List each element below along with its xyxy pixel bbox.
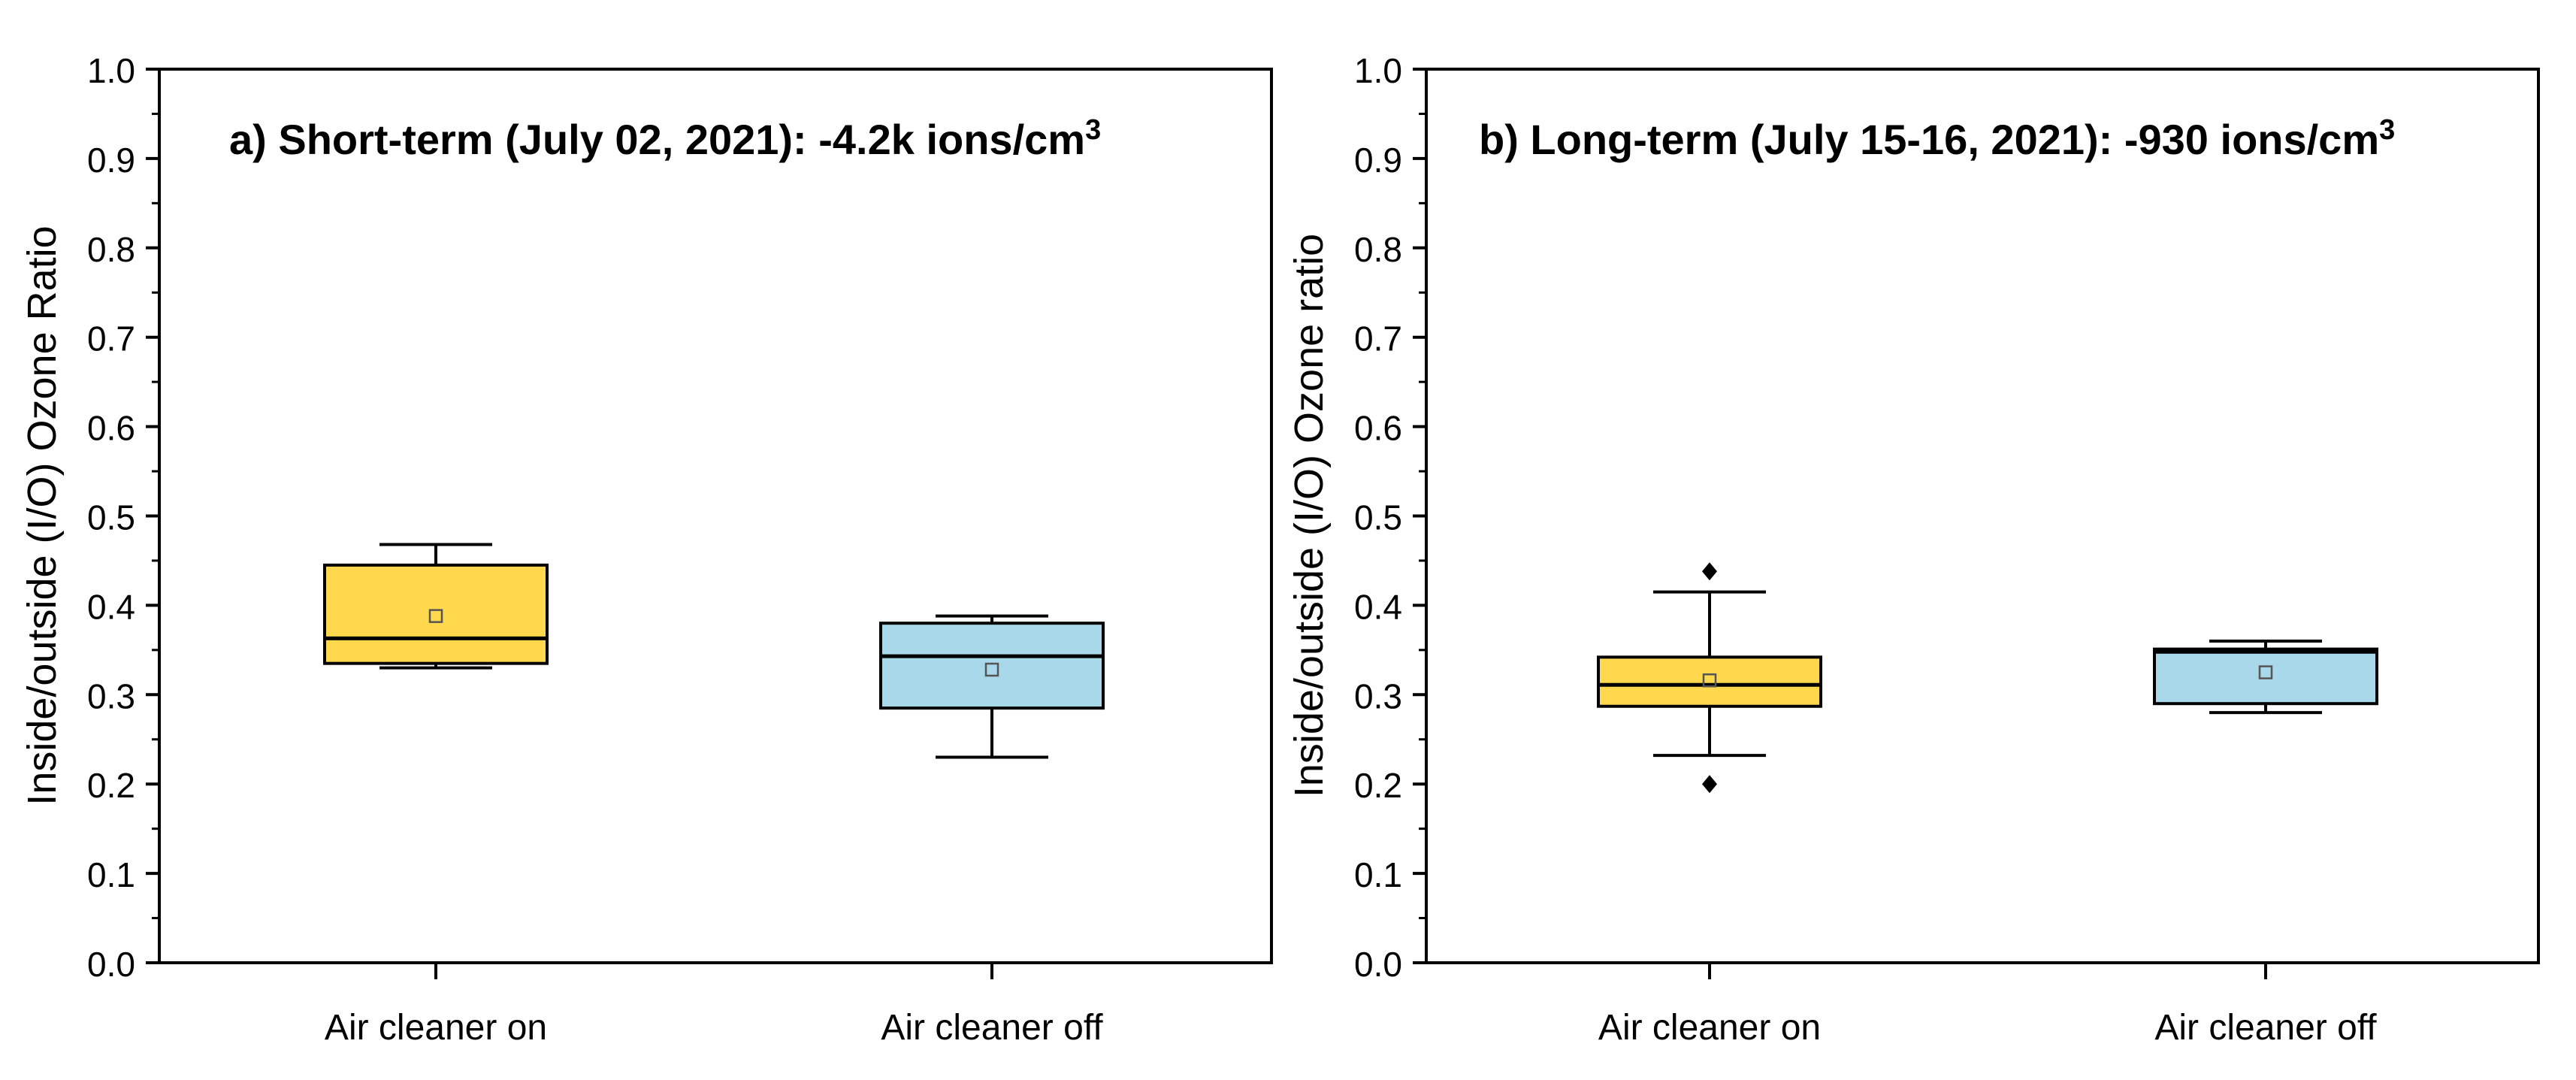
x-axis: Air cleaner on Air cleaner off xyxy=(325,963,1103,1048)
outlier-point xyxy=(1702,562,1717,581)
box-air-cleaner-on xyxy=(323,543,549,670)
x-tick-label: Air cleaner off xyxy=(881,1008,1103,1048)
y-tick-label: 0.2 xyxy=(1354,766,1402,805)
mean-marker xyxy=(2258,665,2273,679)
x-tick-label: Air cleaner off xyxy=(2154,1008,2377,1048)
y-tick-label: 0.1 xyxy=(87,855,135,894)
y-tick-label: 0.6 xyxy=(87,409,135,448)
panel-a: 0.0 0.1 0.2 0.3 0.4 0.5 0.6 0.7 0.8 0.9 1.0 Air cl… xyxy=(20,51,1273,1048)
chart-title-text: b) Long-term (July 15-16, 2021): -930 io… xyxy=(1479,116,2379,163)
plot-frame xyxy=(1425,68,2540,964)
x-tick-label: Air cleaner on xyxy=(1598,1008,1821,1048)
plot-frame xyxy=(158,68,1273,964)
y-tick-label: 0.8 xyxy=(1354,230,1402,269)
panel-b: 0.0 0.1 0.2 0.3 0.4 0.5 0.6 0.7 0.8 0.9 1.0 Air cl… xyxy=(1286,51,2540,1048)
y-tick-label: 0.3 xyxy=(87,676,135,715)
y-tick-label: 0.1 xyxy=(1354,855,1402,894)
chart-title-superscript: 3 xyxy=(2379,114,2395,146)
iqr-box xyxy=(323,563,549,665)
box-air-cleaner-off xyxy=(879,614,1105,759)
y-tick-label: 0.3 xyxy=(1354,676,1402,715)
iqr-box xyxy=(1597,655,1822,708)
mean-marker xyxy=(984,662,999,677)
y-tick-label: 0.2 xyxy=(87,766,135,805)
y-axis-label: Inside/outside (I/O) Ozone ratio xyxy=(1286,234,1332,797)
y-axis: 0.0 0.1 0.2 0.3 0.4 0.5 0.6 0.7 0.8 0.9 1.0 xyxy=(1354,51,1426,984)
chart-title-superscript: 3 xyxy=(1085,114,1101,146)
iqr-box xyxy=(879,622,1105,710)
y-tick-label: 0.5 xyxy=(87,498,135,537)
y-tick-label: 1.0 xyxy=(87,51,135,90)
y-tick-label: 1.0 xyxy=(1354,51,1402,90)
chart-title-text: a) Short-term (July 02, 2021): -4.2k ion… xyxy=(229,116,1085,163)
box-series xyxy=(323,543,1105,759)
chart-title: a) Short-term (July 02, 2021): -4.2k ion… xyxy=(229,114,1101,163)
y-tick-label: 0.4 xyxy=(87,587,135,626)
box-air-cleaner-on xyxy=(1597,562,1822,794)
y-tick-label: 0.7 xyxy=(87,319,135,358)
y-axis-label: Inside/outside (I/O) Ozone Ratio xyxy=(20,225,65,805)
y-tick-label: 0.0 xyxy=(87,945,135,984)
mean-marker xyxy=(428,609,443,623)
y-tick-label: 0.5 xyxy=(1354,498,1402,537)
y-axis: 0.0 0.1 0.2 0.3 0.4 0.5 0.6 0.7 0.8 0.9 1.0 xyxy=(87,51,159,984)
outlier-point xyxy=(1702,775,1717,794)
chart-title: b) Long-term (July 15-16, 2021): -930 io… xyxy=(1479,114,2395,163)
x-axis: Air cleaner on Air cleaner off xyxy=(1598,963,2377,1048)
y-tick-label: 0.8 xyxy=(87,230,135,269)
y-tick-label: 0.9 xyxy=(87,141,135,180)
x-tick-label: Air cleaner on xyxy=(325,1008,547,1048)
y-tick-label: 0.0 xyxy=(1354,945,1402,984)
box-series xyxy=(1597,562,2378,794)
y-tick-label: 0.9 xyxy=(1354,141,1402,180)
y-tick-label: 0.6 xyxy=(1354,409,1402,448)
y-tick-label: 0.7 xyxy=(1354,319,1402,358)
mean-marker xyxy=(1702,673,1717,688)
y-tick-label: 0.4 xyxy=(1354,587,1402,626)
iqr-box xyxy=(2153,647,2378,706)
box-air-cleaner-off xyxy=(2153,639,2378,715)
